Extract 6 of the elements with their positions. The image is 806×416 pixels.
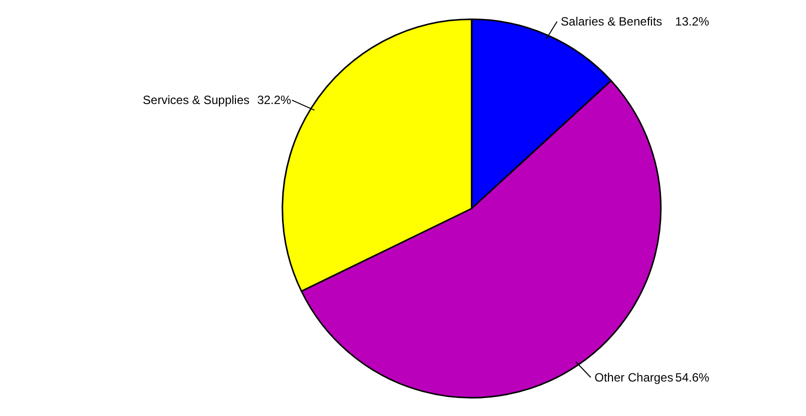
slice-label: Other Charges bbox=[594, 370, 674, 384]
slice-label: Services & Supplies bbox=[142, 93, 250, 108]
data-label: 32.2% bbox=[257, 93, 292, 108]
data-label: 54.6% bbox=[675, 370, 710, 384]
data-label: 13.2% bbox=[675, 14, 710, 29]
slice-label: Salaries & Benefits bbox=[560, 14, 662, 29]
